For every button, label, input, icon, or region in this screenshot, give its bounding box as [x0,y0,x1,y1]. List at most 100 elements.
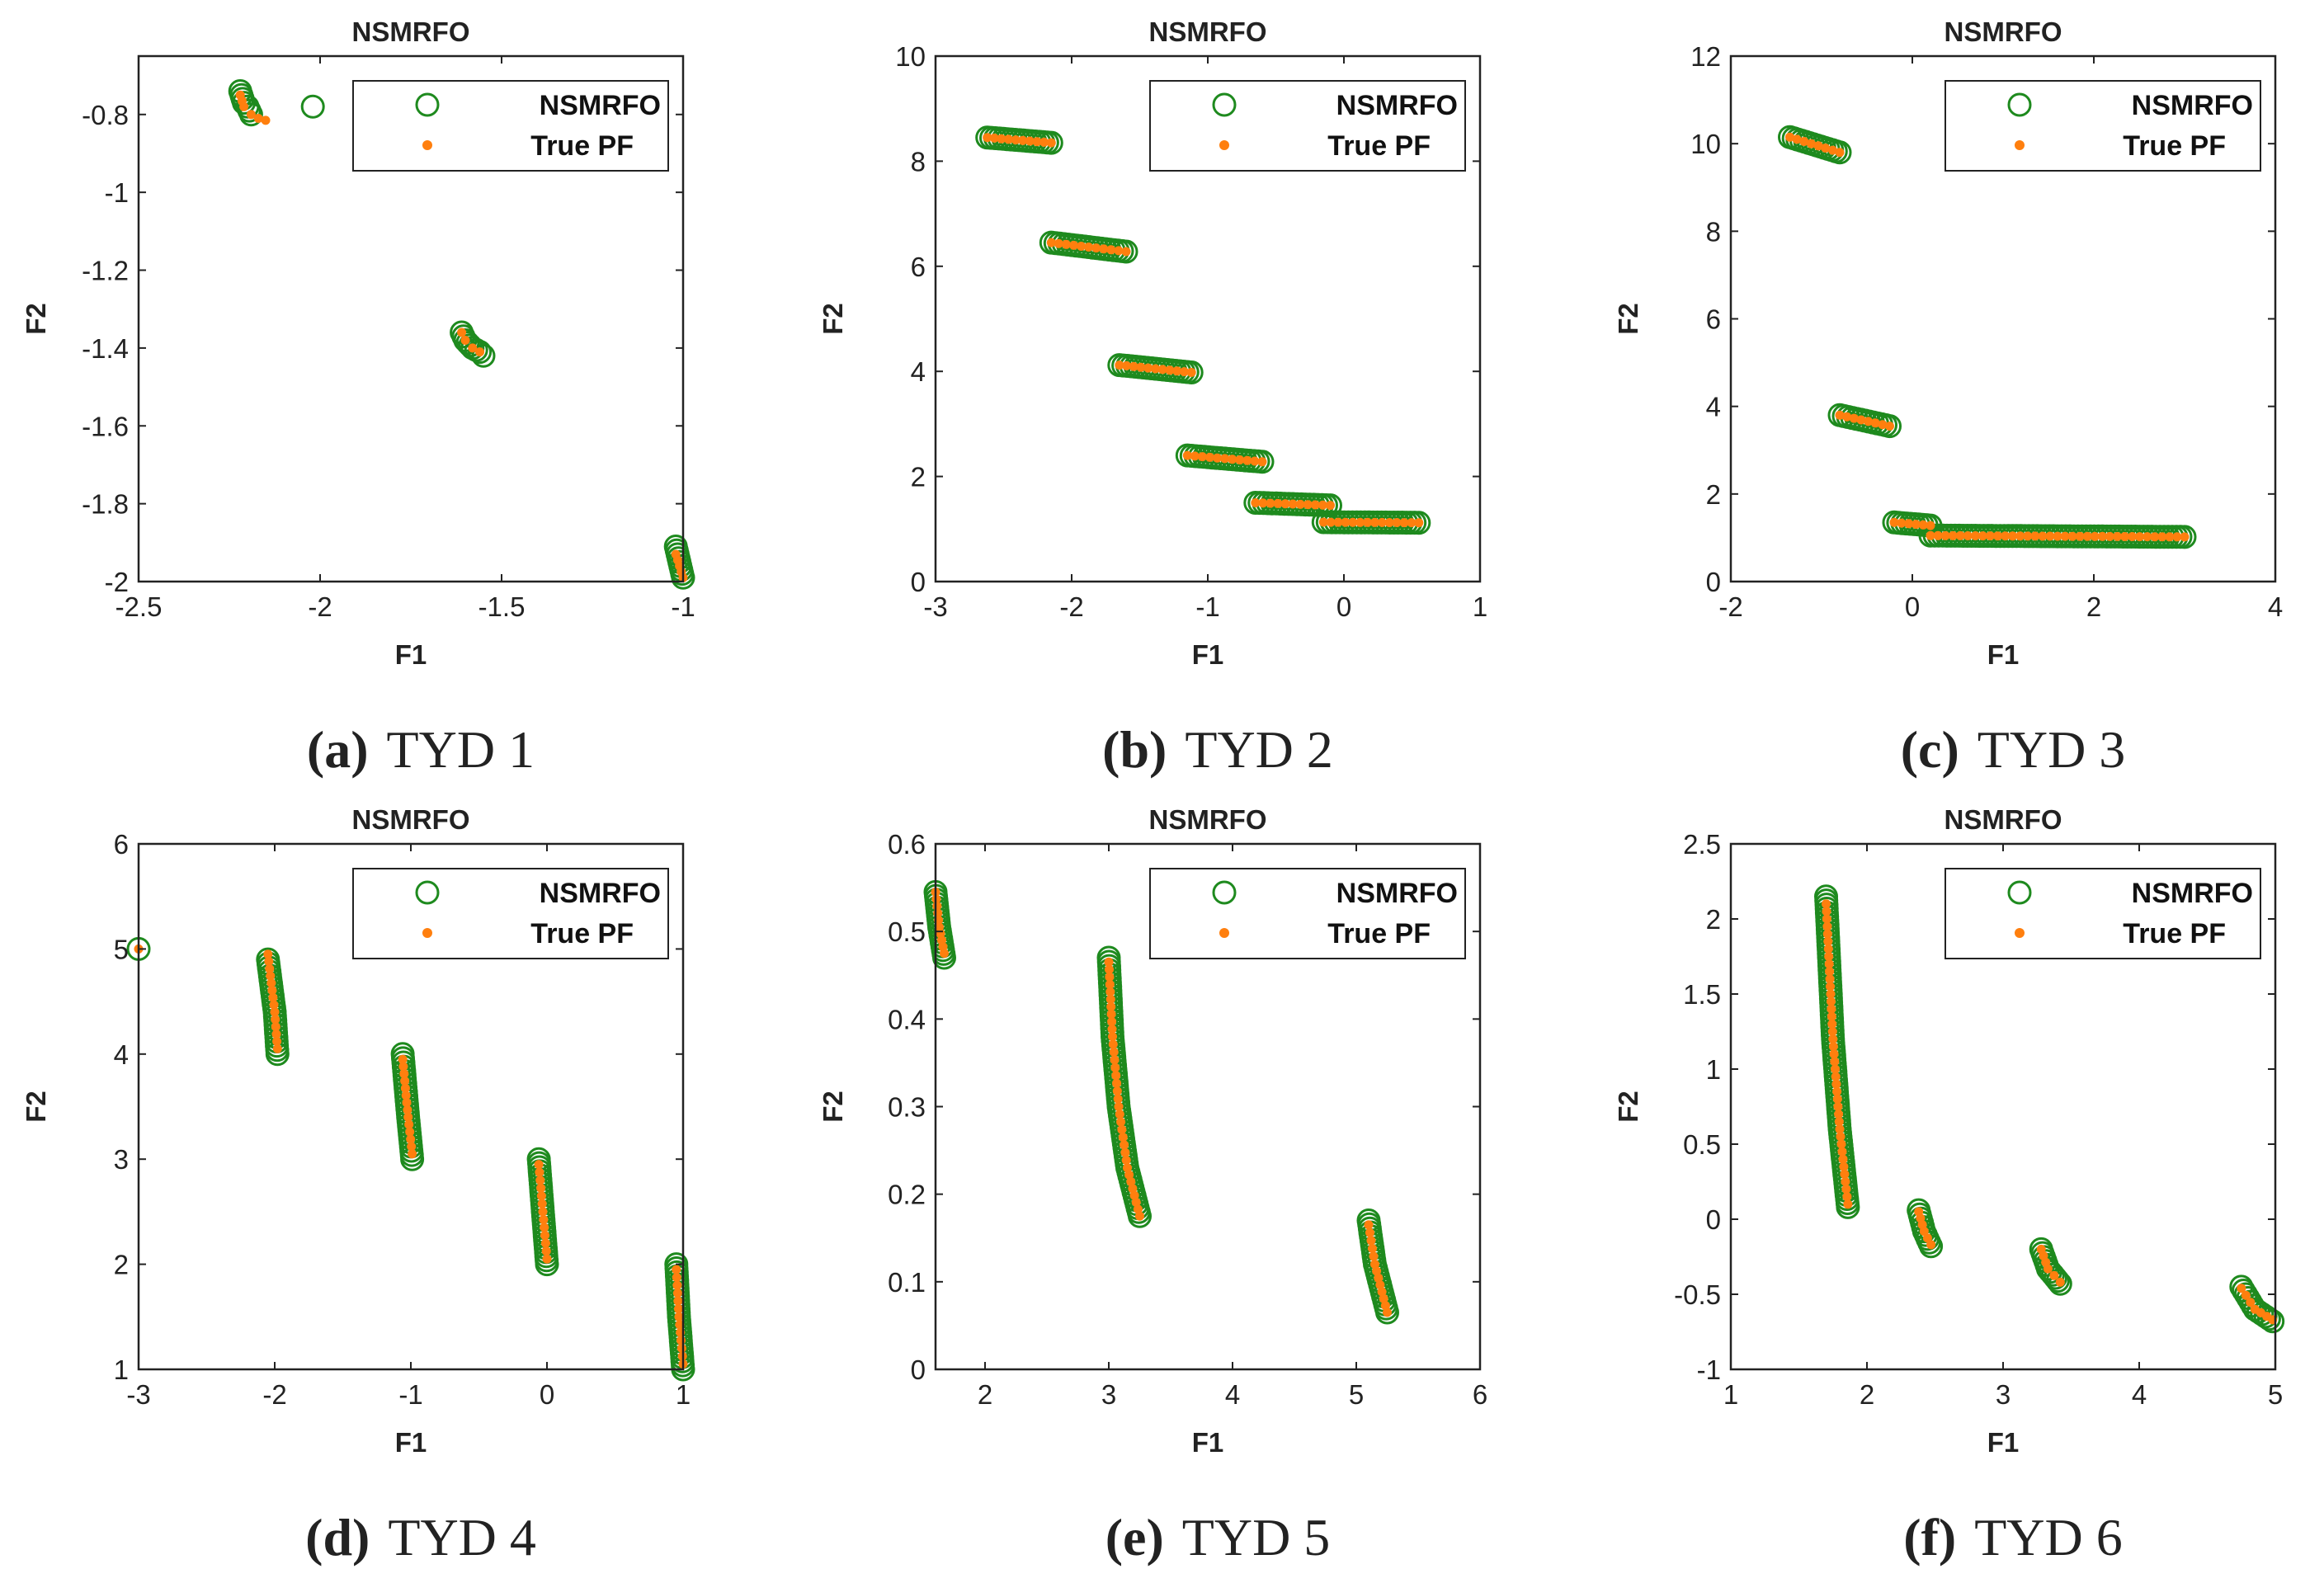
true-pf-point [239,101,249,111]
true-pf-point [1366,1236,1376,1246]
plot-title: NSMRFO [352,16,470,47]
nsmrfo-point [2256,1307,2281,1331]
true-pf-point [1821,144,1831,153]
y-tick-label: 4 [911,356,926,387]
true-pf-point [1822,929,1832,939]
true-pf-point [989,133,999,143]
true-pf-point [1124,1170,1134,1180]
true-pf-point [540,1223,549,1232]
true-pf-point [1108,1032,1117,1042]
true-pf-point [1111,1071,1121,1081]
true-pf-point [263,949,273,959]
true-pf-point [1157,365,1167,375]
subplot-caption: (b) TYD 2 [1102,720,1333,779]
true-pf-point [1827,1019,1837,1029]
y-axis-label: F2 [21,1091,51,1123]
true-pf-point [1122,360,1131,370]
true-pf-point [1926,1240,1936,1250]
true-pf-point [672,1289,682,1298]
true-pf-point [1251,498,1261,507]
true-pf-point [1842,1192,1852,1202]
true-pf-point [1182,450,1192,460]
true-pf-point [1213,453,1222,463]
true-pf-point [2001,531,2011,541]
true-pf-point [271,1022,280,1032]
true-pf-point [1827,996,1836,1006]
x-tick-label: -2 [1059,591,1083,622]
y-tick-label: 12 [1690,41,1721,72]
true-pf-point [1834,1117,1844,1127]
x-tick-label: -1 [671,591,695,622]
true-pf-point [1258,498,1268,508]
true-pf-point [672,1273,681,1282]
caption-text: TYD 1 [387,720,535,779]
true-pf-point [1827,1011,1836,1021]
true-pf-point [1077,242,1086,251]
true-pf-point [1295,499,1305,509]
true-pf-point [1116,1117,1126,1127]
y-tick-label: 0.5 [888,916,926,947]
true-pf-point [1105,987,1115,996]
true-pf-point [673,1296,683,1306]
legend-box [1149,80,1466,172]
legend: NSMRFO True PF [352,80,669,172]
legend-true-pf-marker [2015,928,2025,938]
true-pf-point [1165,365,1175,375]
caption-letter: (f) [1903,1508,1956,1567]
y-tick-label: 0 [1706,567,1721,597]
x-tick-label: -2 [1718,591,1742,622]
true-pf-point [1822,907,1831,916]
legend-true-pf-label: True PF [530,130,634,162]
true-pf-point [1823,936,1833,946]
true-pf-point [2060,531,2070,541]
x-tick-label: 4 [2268,591,2283,622]
true-pf-point [268,992,278,1002]
y-tick-label: 0.4 [888,1004,926,1034]
true-pf-point [1392,518,1402,527]
true-pf-point [398,1054,408,1064]
true-pf-point [1046,138,1056,148]
legend: NSMRFO True PF [1945,868,2261,959]
true-pf-point [2237,1284,2246,1293]
legend-true-pf-marker [422,928,432,938]
nsmrfo-point [2045,1269,2070,1293]
true-pf-point [460,336,470,345]
true-pf-point [1414,518,1424,528]
true-pf-point [541,1246,551,1256]
true-pf-point [2165,532,2175,542]
true-pf-point [1878,420,1888,430]
true-pf-point [1841,1185,1851,1194]
y-tick-label: 2 [911,462,926,492]
legend-nsmrfo-label: NSMRFO [2132,90,2253,121]
true-pf-point [1105,994,1115,1004]
true-pf-point [2172,532,2182,542]
true-pf-point [261,115,271,125]
y-tick-label: 0.3 [888,1092,926,1123]
true-pf-point [272,1044,282,1053]
legend-box [1149,868,1466,959]
true-pf-point [2113,531,2122,541]
y-tick-label: 2 [1706,904,1721,935]
legend-nsmrfo-marker [1212,880,1237,905]
true-pf-point [1235,455,1245,464]
caption-letter: (d) [305,1508,370,1567]
x-tick-label: 1 [676,1379,691,1410]
legend-true-pf-label: True PF [1327,918,1431,949]
true-pf-point [1061,239,1071,249]
true-pf-point [1822,914,1831,924]
x-axis-label: F1 [1192,1427,1224,1458]
true-pf-point [1109,1047,1119,1057]
y-tick-label: 4 [114,1039,129,1070]
true-pf-point [1363,517,1373,527]
true-pf-point [1955,530,1965,540]
true-pf-point [404,1119,414,1129]
data-points [975,125,1431,535]
true-pf-point [2038,531,2048,541]
y-tick-label: 0.2 [888,1180,926,1210]
true-pf-point [1940,530,1950,540]
true-pf-point [1830,1057,1840,1067]
y-axis-label: F2 [21,303,51,335]
legend: NSMRFO True PF [352,868,669,959]
true-pf-point [1257,457,1267,467]
